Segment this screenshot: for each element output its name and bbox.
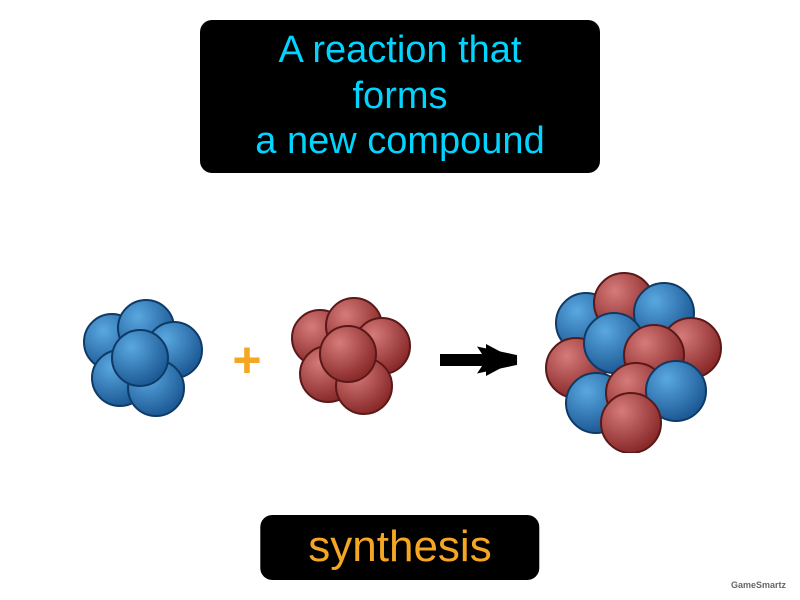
term-box: synthesis — [260, 515, 539, 580]
definition-line2: a new compound — [228, 119, 572, 165]
definition-line1: A reaction that forms — [228, 28, 572, 119]
product-cluster — [536, 263, 726, 458]
reactant-a-cluster — [74, 288, 214, 433]
arrow-icon — [438, 340, 518, 380]
term-label: synthesis — [308, 521, 491, 574]
reaction-diagram: + — [0, 260, 800, 460]
definition-box: A reaction that forms a new compound — [200, 20, 600, 173]
watermark: GameSmartz — [731, 580, 786, 590]
plus-icon: + — [232, 335, 261, 385]
reactant-b-cluster — [280, 288, 420, 433]
